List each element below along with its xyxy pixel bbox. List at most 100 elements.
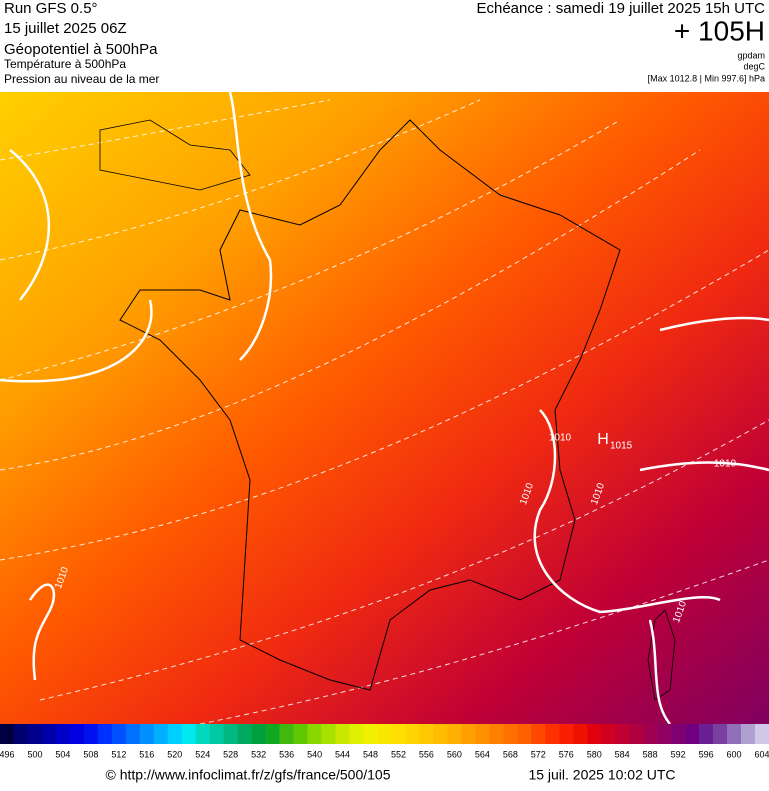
color-scale: 496 500 504 508 512 516 520 524 528 532 536 540 544 5… [0, 724, 769, 759]
color-swatch [83, 724, 99, 744]
color-swatch [657, 724, 672, 744]
color-swatch [223, 724, 238, 744]
color-swatch [27, 724, 43, 744]
isobars [0, 91, 769, 725]
color-swatch [0, 724, 15, 744]
layer: Température à 500hPa [4, 57, 126, 71]
color-swatch [321, 724, 336, 744]
color-swatch [685, 724, 700, 744]
color-swatch [447, 724, 462, 744]
color-swatch [559, 724, 574, 744]
color-swatch [363, 724, 378, 744]
color-swatch [195, 724, 211, 744]
color-swatch [461, 724, 476, 744]
model: Run GFS 0.5° [4, 0, 98, 17]
scale-label: 512 [111, 749, 126, 759]
color-swatch [419, 724, 434, 744]
scale-label: 536 [279, 749, 294, 759]
france-outline [119, 119, 621, 691]
color-swatch [517, 724, 532, 744]
color-swatch [601, 724, 616, 744]
map [0, 91, 769, 725]
forecast: Echéance : samedi 19 juillet 2025 15h UT… [476, 0, 765, 17]
color-swatch [293, 724, 308, 744]
color-swatch [615, 724, 630, 744]
color-swatch [209, 724, 225, 744]
color-swatch [55, 724, 71, 744]
color-swatch [545, 724, 560, 744]
color-swatch [153, 724, 169, 744]
scale-label: 576 [559, 749, 574, 759]
scale-label: 584 [615, 749, 630, 759]
scale-label: 544 [335, 749, 350, 759]
lead-time: + 105H [674, 15, 765, 46]
scale-label: 580 [587, 749, 602, 759]
footer-timestamp: 15 juil. 2025 10:02 UTC [528, 767, 675, 783]
color-swatch [111, 724, 127, 744]
map-background [0, 92, 769, 724]
scale-label: 508 [83, 749, 98, 759]
color-swatch [377, 724, 392, 744]
scale-label: 504 [55, 749, 70, 759]
color-swatch [741, 724, 756, 744]
layer: Pression au niveau de la mer [4, 72, 159, 86]
scale-label: 596 [699, 749, 714, 759]
scale-label: 532 [251, 749, 266, 759]
color-swatch [699, 724, 714, 744]
pressure-range: [Max 1012.8 | Min 997.6] hPa [648, 73, 765, 83]
color-swatch [125, 724, 141, 744]
color-swatch [405, 724, 420, 744]
corsica [647, 609, 676, 701]
scale-label: 496 [0, 749, 15, 759]
color-swatch [97, 724, 113, 744]
color-swatch [587, 724, 602, 744]
scale-label: 540 [307, 749, 322, 759]
color-swatch [349, 724, 364, 744]
color-swatch [489, 724, 504, 744]
scale-label: 604 [754, 749, 769, 759]
unit: degC [743, 61, 765, 71]
high-value: 1015 [610, 441, 633, 452]
scale-label: 560 [447, 749, 462, 759]
scale-label: 528 [223, 749, 238, 759]
unit: gpdam [737, 50, 765, 60]
scale-label: 588 [643, 749, 658, 759]
color-swatch [433, 724, 448, 744]
color-swatch [573, 724, 588, 744]
scale-label: 568 [503, 749, 518, 759]
high-symbol: H [597, 431, 609, 448]
isobar-label: 1010 [549, 433, 572, 444]
color-swatch [335, 724, 350, 744]
color-swatch [237, 724, 252, 744]
color-swatch [69, 724, 85, 744]
scale-label: 524 [195, 749, 210, 759]
scale-label: 548 [363, 749, 378, 759]
scale-label: 556 [419, 749, 434, 759]
scale-label: 600 [727, 749, 742, 759]
color-swatch [671, 724, 686, 744]
color-swatch [727, 724, 742, 744]
color-swatch [643, 724, 658, 744]
scale-label: 552 [391, 749, 406, 759]
scale-label: 592 [671, 749, 686, 759]
color-swatch [713, 724, 728, 744]
color-swatch [475, 724, 490, 744]
color-swatch [265, 724, 280, 744]
color-swatch [629, 724, 644, 744]
scale-label: 572 [531, 749, 546, 759]
color-swatch [503, 724, 518, 744]
scale-label: 564 [475, 749, 490, 759]
color-swatch [755, 724, 769, 744]
color-swatch [41, 724, 57, 744]
color-swatch [531, 724, 546, 744]
scale-label: 516 [139, 749, 154, 759]
isotherms [0, 99, 769, 725]
color-swatch [251, 724, 266, 744]
color-swatch [307, 724, 322, 744]
color-swatch [391, 724, 406, 744]
coastline [99, 119, 251, 191]
color-swatch [167, 724, 183, 744]
run: 15 juillet 2025 06Z [4, 20, 127, 37]
color-swatch [181, 724, 197, 744]
